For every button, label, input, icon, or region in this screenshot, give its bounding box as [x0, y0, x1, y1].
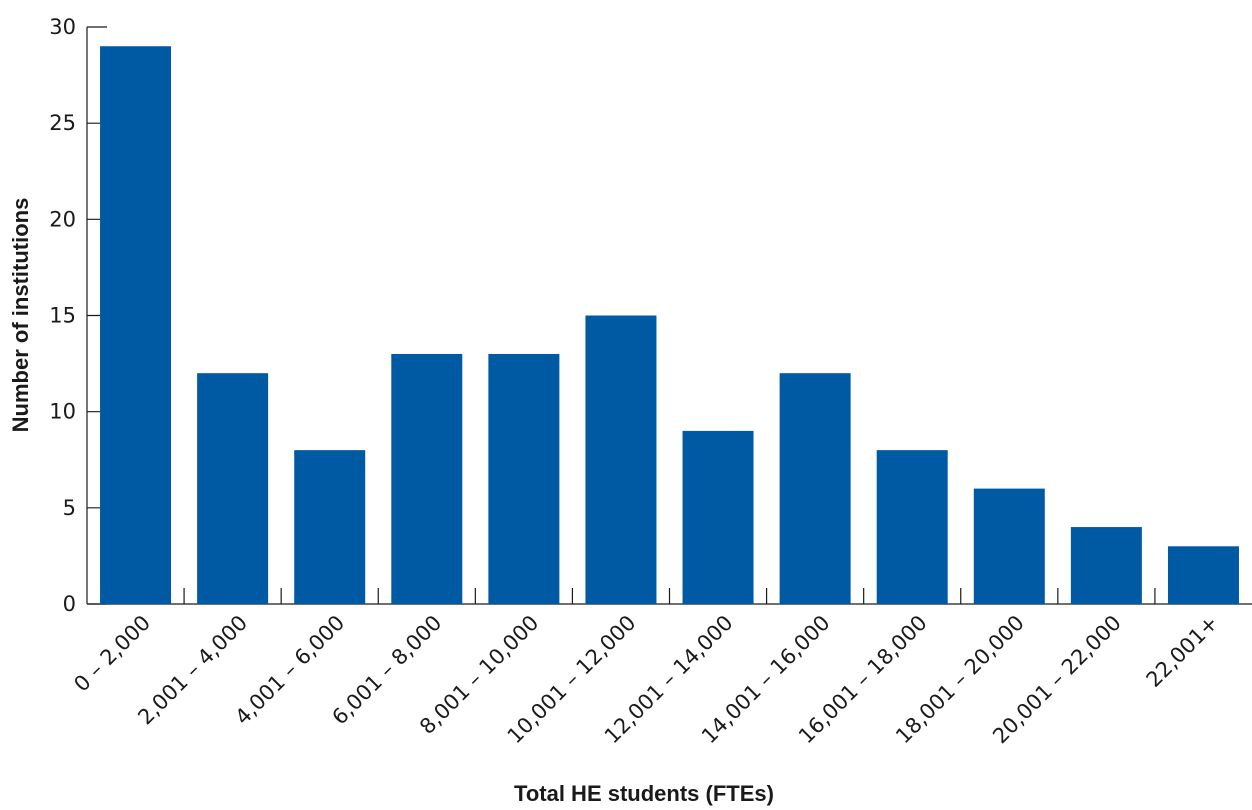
bar	[682, 430, 754, 604]
y-tick-label: 15	[49, 304, 76, 328]
bar	[294, 450, 366, 604]
y-axis-title: Number of institutions	[8, 198, 33, 433]
x-tick-label: 0 – 2,000	[69, 611, 155, 697]
x-axis-title: Total HE students (FTEs)	[514, 781, 774, 806]
y-tick-label: 30	[49, 15, 76, 39]
y-axis: 0 5 10 15 20 25 30	[49, 15, 107, 616]
bar	[779, 373, 851, 604]
bar	[1070, 527, 1142, 604]
bars-group	[100, 46, 1239, 604]
bar	[197, 373, 269, 604]
y-tick-label: 25	[49, 111, 76, 135]
bar	[488, 353, 560, 604]
y-tick-label: 20	[49, 207, 76, 231]
bar	[100, 46, 172, 604]
x-tick-label: 22,001+	[1142, 611, 1223, 692]
bar	[876, 450, 948, 604]
bar	[973, 488, 1045, 604]
bar	[585, 315, 657, 604]
bar	[391, 353, 463, 604]
y-tick-label: 10	[49, 400, 76, 424]
y-tick-label: 5	[63, 496, 76, 520]
bar	[1167, 546, 1239, 604]
y-tick-label: 0	[63, 592, 76, 616]
